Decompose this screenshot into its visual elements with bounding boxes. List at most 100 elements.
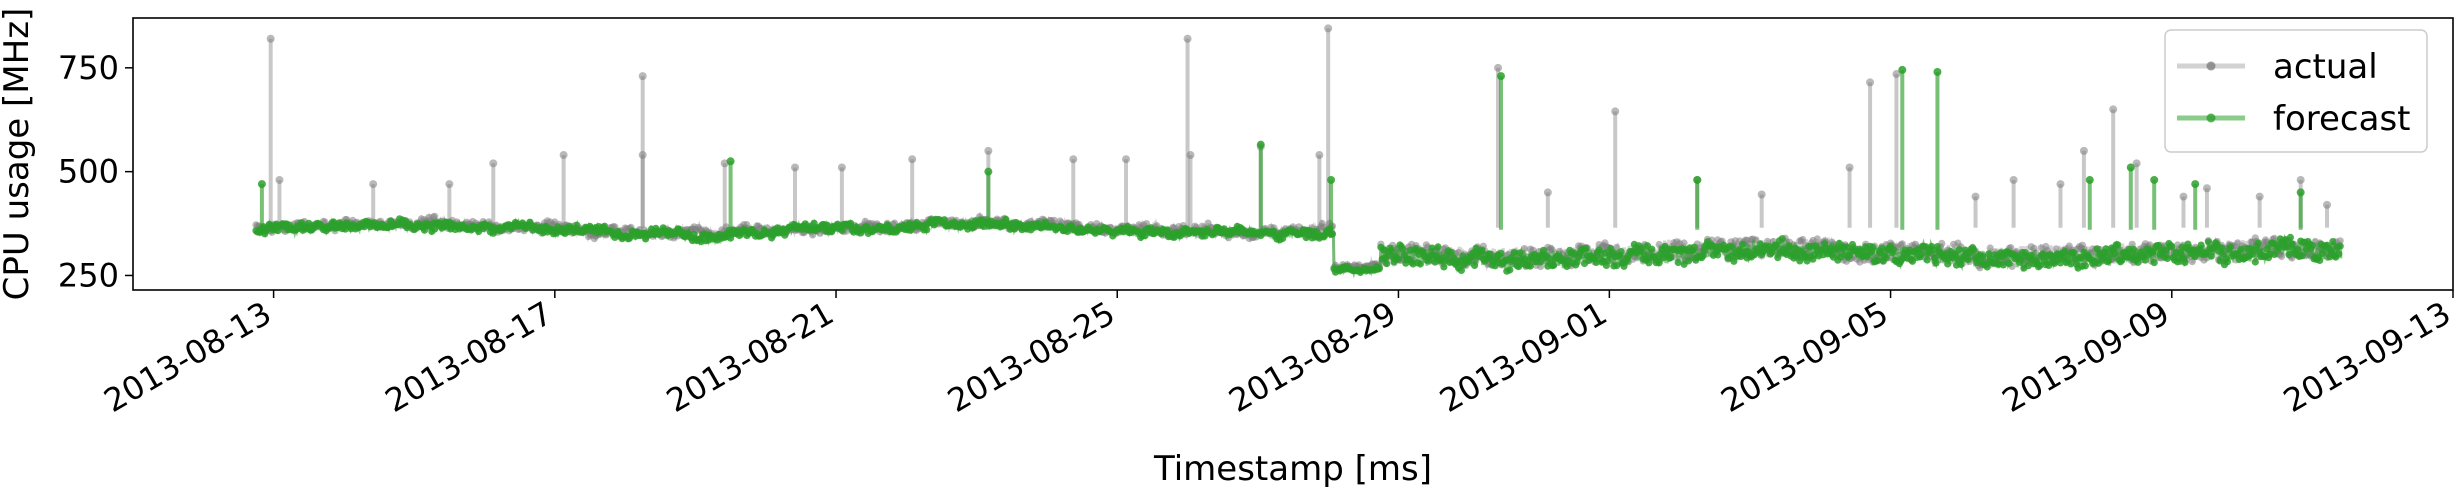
forecast-point: [1714, 251, 1722, 259]
forecast-point: [1655, 259, 1663, 267]
x-axis-label: Timestamp [ms]: [1153, 449, 1432, 489]
actual-spike-point: [2056, 180, 2065, 189]
legend-label-actual: actual: [2273, 47, 2378, 87]
forecast-point: [1595, 246, 1603, 254]
forecast-point: [1955, 246, 1963, 254]
forecast-point: [2067, 260, 2075, 268]
forecast-point: [2130, 245, 2138, 253]
forecast-point: [2056, 259, 2065, 267]
forecast-point: [1728, 243, 1736, 251]
forecast-point: [801, 220, 809, 228]
forecast-point: [2102, 245, 2110, 253]
actual-spike-point: [1315, 151, 1324, 160]
forecast-point: [1412, 244, 1420, 252]
forecast-point: [1416, 260, 1424, 268]
forecast-point: [2308, 241, 2316, 249]
forecast-point: [2163, 254, 2171, 263]
actual-spike-point: [2109, 105, 2118, 114]
legend-marker-actual: [2206, 61, 2216, 71]
forecast-point: [2197, 241, 2205, 249]
forecast-point: [1684, 257, 1693, 265]
forecast-point: [2223, 258, 2231, 266]
forecast-spike-point: [1693, 175, 1702, 184]
forecast-point: [2237, 245, 2245, 253]
forecast-point: [1394, 255, 1403, 263]
actual-spike-point: [489, 159, 498, 168]
forecast-point: [2285, 251, 2293, 259]
forecast-point: [1932, 259, 1940, 267]
forecast-point: [2336, 242, 2344, 250]
actual-spike-point: [837, 163, 846, 172]
forecast-point: [1923, 256, 1931, 264]
forecast-point: [1478, 246, 1486, 254]
forecast-point: [2114, 241, 2122, 249]
forecast-point: [2316, 256, 2324, 264]
forecast-point: [1563, 262, 1571, 271]
forecast-point: [1141, 232, 1149, 240]
forecast-point: [1690, 243, 1698, 251]
forecast-point: [1739, 240, 1747, 248]
forecast-point: [2294, 246, 2302, 254]
x-tick-label: 2013-08-13: [98, 294, 278, 420]
forecast-point: [2298, 252, 2306, 260]
actual-point: [1680, 239, 1688, 247]
forecast-point: [1582, 245, 1590, 253]
forecast-spike-point: [1256, 140, 1265, 149]
forecast-point: [2218, 244, 2226, 252]
forecast-point: [1434, 243, 1442, 251]
actual-spike-point: [2132, 159, 2141, 168]
forecast-point: [1882, 254, 1890, 262]
forecast-point: [1699, 252, 1707, 260]
actual-spike-point: [1845, 163, 1854, 172]
actual-spike-point: [2296, 175, 2305, 184]
forecast-point: [1869, 243, 1877, 251]
actual-spike-point: [1892, 70, 1901, 79]
actual-spike-point: [266, 34, 275, 43]
forecast-point: [1497, 249, 1505, 257]
forecast-spike-point: [2085, 175, 2094, 184]
actual-spike-point: [791, 163, 800, 172]
actual-spike-point: [275, 175, 284, 184]
forecast-point: [1375, 264, 1383, 273]
forecast-point: [1970, 246, 1978, 254]
forecast-point: [1964, 256, 1972, 264]
actual-spike-point: [1866, 78, 1875, 87]
forecast-point: [2288, 240, 2296, 248]
forecast-point: [1778, 235, 1786, 243]
forecast-point: [1944, 260, 1952, 268]
forecast-point: [2111, 250, 2119, 258]
actual-spike-point: [559, 151, 568, 160]
forecast-point: [1617, 248, 1625, 256]
forecast-point: [1917, 250, 1925, 258]
actual-spike-point: [1183, 34, 1192, 43]
forecast-point: [838, 226, 846, 235]
actual-point: [1799, 235, 1807, 244]
forecast-point: [2150, 259, 2158, 267]
forecast-point: [2204, 238, 2212, 246]
forecast-point: [2251, 258, 2259, 266]
forecast-point: [1667, 253, 1675, 262]
forecast-spike-point: [984, 167, 993, 176]
forecast-point: [2105, 256, 2113, 264]
forecast-point: [2207, 252, 2215, 260]
forecast-point: [1648, 245, 1656, 253]
actual-point: [2278, 252, 2286, 261]
forecast-point: [1440, 263, 1448, 271]
legend-box: [2164, 29, 2428, 153]
forecast-spike-point: [1898, 65, 1907, 74]
forecast-point: [1536, 258, 1545, 266]
forecast-point: [1512, 256, 1520, 264]
y-tick-label: 500: [58, 153, 119, 191]
x-tick-label: 2013-08-29: [1222, 294, 1402, 420]
actual-spike-point: [638, 151, 647, 160]
forecast-point: [1387, 246, 1395, 254]
forecast-point: [2017, 255, 2025, 264]
forecast-point: [431, 225, 439, 233]
actual-spike-point: [2079, 146, 2088, 155]
x-tick-label: 2013-09-05: [1715, 294, 1895, 420]
x-tick-label: 2013-08-17: [379, 294, 559, 420]
y-tick-label: 250: [58, 256, 119, 294]
legend-marker-forecast: [2206, 113, 2216, 123]
forecast-point: [2024, 262, 2032, 270]
